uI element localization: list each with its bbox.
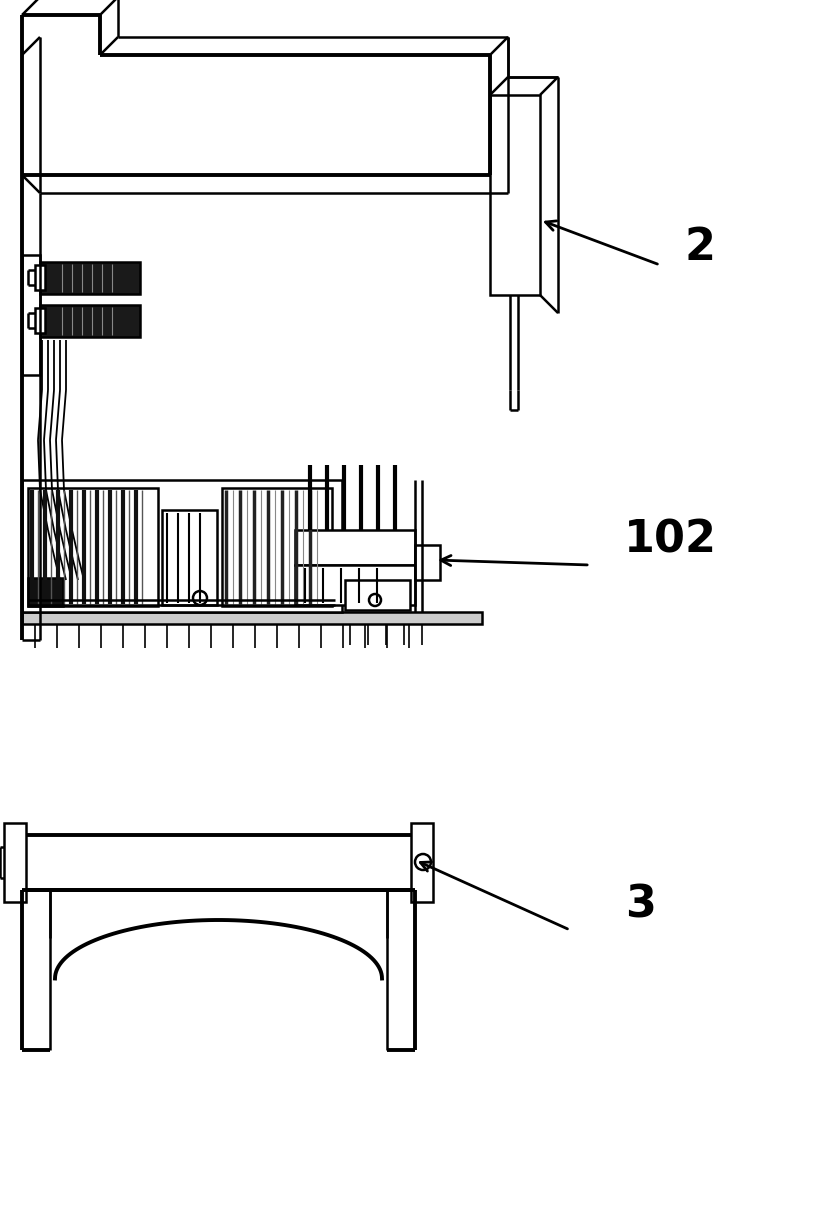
Bar [22,836,415,890]
Bar [411,823,433,902]
Text: 3: 3 [625,884,655,926]
Text: 102: 102 [624,518,716,562]
Bar [40,262,140,294]
Bar [35,265,45,289]
Bar [22,480,342,612]
Bar [22,256,40,375]
Bar [222,488,332,606]
Bar [295,530,415,566]
Bar [162,510,217,606]
Bar [415,545,440,580]
Bar [295,566,415,606]
Bar [4,823,26,902]
Bar [28,488,158,606]
Bar [28,578,63,606]
Bar [345,580,410,610]
Bar [490,94,540,295]
Bar [40,305,140,337]
Bar [35,308,45,333]
Bar [22,612,482,624]
Text: 2: 2 [685,226,716,270]
